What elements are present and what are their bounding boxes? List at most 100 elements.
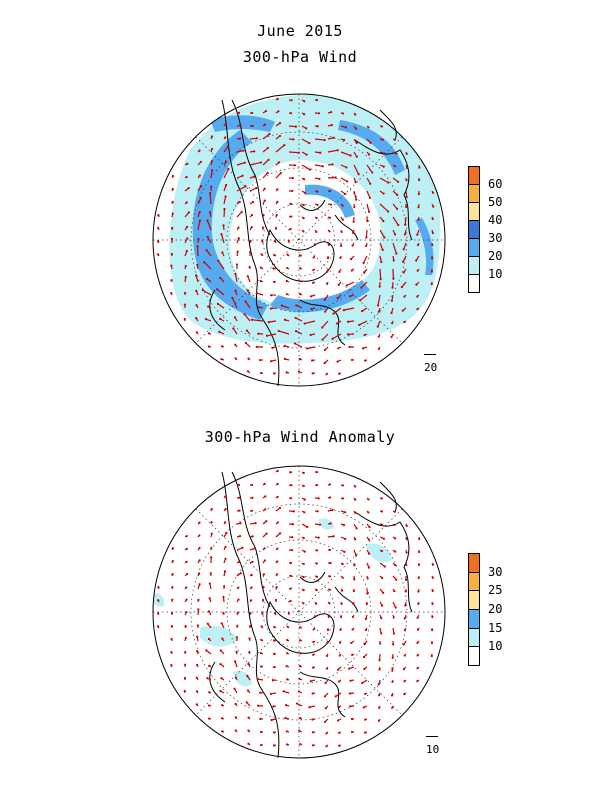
wind-vector-head [312, 653, 315, 656]
wind-vector-head [249, 239, 252, 243]
wind-vector-head [326, 256, 330, 260]
wind-vector-head [198, 572, 201, 575]
wind-vector-head [206, 677, 209, 680]
wind-vector-head [379, 278, 382, 281]
wind-vector-head [416, 616, 419, 619]
wind-vector [249, 161, 262, 166]
wind-vector-head [391, 286, 394, 289]
wind-vector-head [344, 192, 347, 196]
wind-vector [249, 187, 257, 192]
wind-vector-head [338, 731, 341, 734]
wind-vector-head [394, 550, 397, 553]
wind-vector-head [338, 372, 341, 375]
wind-vector-head [225, 531, 228, 535]
wind-vector-head [361, 681, 364, 685]
wind-vector-head [157, 599, 160, 602]
wind-vector-head [225, 183, 228, 187]
wind-vector-head [289, 112, 293, 115]
wind-vector-head [417, 563, 421, 567]
wind-vector-head [364, 692, 367, 696]
wind-vector-head [404, 205, 408, 209]
wind-vector-head [257, 332, 260, 335]
wind-vector-head [222, 611, 225, 615]
wind-vector-head [276, 482, 279, 485]
wind-vector-head [224, 122, 227, 126]
wind-vector-head [255, 292, 258, 295]
wind-vector-head [248, 624, 252, 628]
wind-vector-head [326, 270, 329, 273]
wind-vector-head [348, 692, 351, 695]
wind-vector-head [298, 279, 301, 282]
wind-vector-head [280, 304, 283, 307]
wind-vector-head [354, 538, 357, 541]
wind-vectors [156, 97, 435, 376]
wind-vector-head [431, 231, 434, 235]
wind-vector-head [430, 270, 434, 273]
map-border [152, 93, 446, 387]
wind-vector-head [352, 231, 355, 234]
wind-vector-head [338, 641, 342, 644]
wind-vector-head [378, 285, 381, 288]
wind-vector-head [405, 179, 408, 182]
wind-vector-head [287, 611, 290, 615]
wind-vector-head [362, 706, 365, 709]
wind-vector-head [325, 654, 329, 657]
anomaly-vectors [156, 469, 435, 748]
wind-vector-head [265, 334, 269, 337]
wind-vector-head [224, 495, 227, 498]
wind-vector-head [239, 522, 242, 525]
wind-vector-head [402, 643, 405, 646]
wind-vector-head [219, 649, 222, 652]
wind-vector-head [219, 317, 222, 320]
wind-vector-head [350, 730, 354, 734]
colorbar-swatch [468, 646, 480, 666]
wind-vector-head [311, 372, 314, 375]
wind-vector-head [246, 689, 250, 692]
wind-vector-head [361, 347, 365, 350]
colorbar-swatch [468, 553, 480, 573]
wind-vector-head [312, 256, 315, 259]
wind-vector-head [223, 585, 226, 588]
wind-vector-head [283, 318, 287, 321]
wind-vector-head [157, 586, 160, 589]
wind-vector-head [298, 677, 301, 680]
wind-vector-head [354, 511, 357, 514]
wind-vector-head [291, 189, 294, 193]
wind-vector-head [381, 604, 384, 607]
wind-vector-head [328, 230, 331, 233]
wind-vector-head [287, 239, 290, 243]
wind-vector-head [156, 612, 160, 615]
wind-vector-head [302, 562, 305, 566]
wind-vector-head [336, 668, 340, 671]
wind-vector-head [237, 586, 240, 589]
wind-vector-head [196, 663, 199, 666]
wind-vector-head [403, 321, 406, 324]
wind-vector-head [263, 199, 266, 202]
wind-vector-head [235, 636, 238, 639]
wind-vector-head [226, 145, 229, 148]
wind-vector-head [381, 576, 384, 580]
wind-vector-head [236, 611, 239, 614]
wind-vector-head [369, 182, 372, 185]
wind-vector-head [267, 321, 270, 324]
wind-vector-head [216, 288, 219, 291]
wind-vector-head [328, 602, 331, 605]
wind-vector-head [244, 185, 247, 188]
wind-vector-head [186, 162, 189, 165]
wind-vector-head [277, 161, 281, 164]
wind-vector-head [234, 357, 237, 360]
wind-vector [251, 319, 264, 322]
wind-vector-head [363, 731, 367, 734]
wind-vector-head [186, 572, 189, 576]
wind-vector [288, 151, 299, 154]
wind-vector-head [194, 274, 198, 277]
wind-vector-head [367, 126, 370, 129]
wind-vector-head [247, 357, 250, 360]
wind-vector-head [223, 570, 227, 573]
wind-vector-head [293, 342, 296, 345]
wind-vector-head [171, 585, 174, 589]
wind-vector-head [368, 525, 371, 529]
wind-vector-head [326, 641, 329, 645]
wind-vector-head [197, 608, 200, 611]
wind-vector-head [342, 523, 346, 527]
